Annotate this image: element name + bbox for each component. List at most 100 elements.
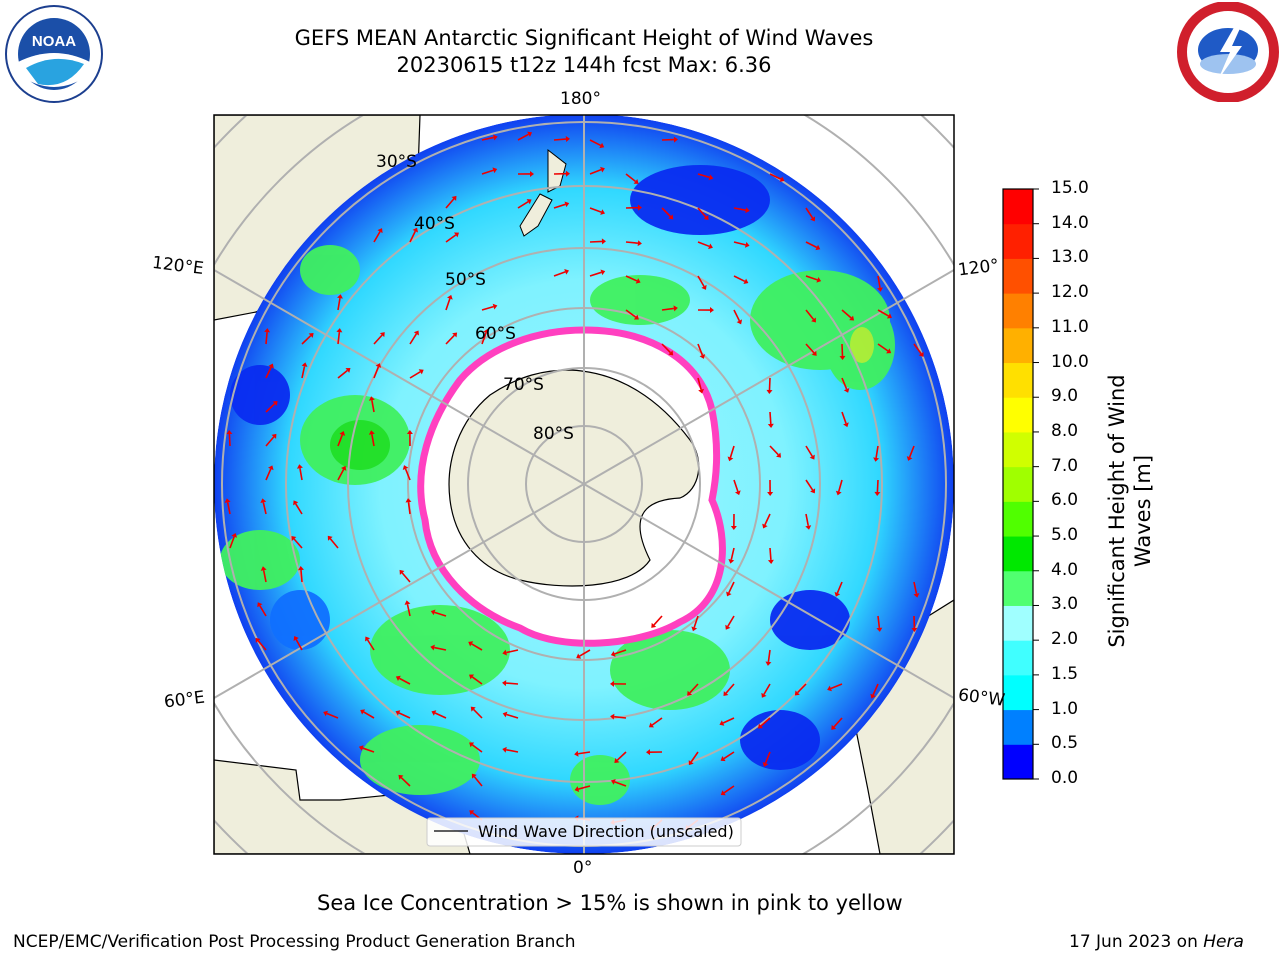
wind-arrow-head — [734, 490, 741, 496]
wind-arrow-head — [339, 431, 346, 436]
wind-arrow-head — [877, 287, 883, 292]
wind-arrow-head — [687, 690, 693, 696]
noaa-logo: NOAA — [5, 5, 103, 103]
wind-arrow-shaft — [445, 234, 457, 243]
colorbar-tick-label: 5.0 — [1051, 525, 1079, 546]
colorbar-segment — [1003, 223, 1033, 259]
wind-arrow-head — [493, 134, 498, 141]
wind-arrow-shaft — [471, 744, 483, 753]
wind-arrow-shaft — [265, 331, 268, 345]
wind-arrow-shaft — [805, 479, 814, 491]
wind-arrow-shaft — [506, 713, 519, 719]
wind-arrow-shaft — [373, 231, 381, 243]
wind-arrow-head — [743, 278, 749, 284]
wind-arrow-shaft — [875, 445, 879, 458]
wind-arrow-head — [637, 204, 642, 211]
wind-arrow-shaft — [689, 683, 699, 694]
wind-arrow-shaft — [733, 309, 741, 322]
wind-arrow-shaft — [407, 501, 411, 515]
wind-arrow-head — [651, 622, 657, 628]
footer-host: Hera — [1203, 932, 1244, 952]
wind-arrow-head — [574, 750, 579, 757]
wind-arrow-head — [402, 465, 409, 470]
wind-arrow-shaft — [265, 403, 276, 413]
wind-arrow-head — [492, 167, 498, 174]
colorbar-tick-label: 13.0 — [1051, 247, 1089, 268]
wind-arrow-head — [565, 170, 570, 177]
wind-arrow-head — [272, 400, 278, 406]
wind-arrow-head — [469, 674, 475, 680]
wind-arrow-shaft — [727, 615, 735, 627]
wind-arrow-shaft — [697, 207, 707, 218]
wind-arrow-shaft — [589, 240, 603, 243]
wind-arrow-head — [610, 680, 615, 687]
wind-arrow-head — [827, 685, 832, 692]
wind-arrow-shaft — [295, 639, 303, 651]
wind-arrow-shaft — [337, 369, 348, 379]
wind-arrow-head — [870, 693, 876, 699]
wind-arrow-head — [673, 305, 678, 312]
wind-arrow-head — [601, 238, 606, 245]
wind-arrow-shaft — [725, 683, 735, 694]
wind-arrow-shaft — [262, 570, 267, 583]
colorbar-tick-label: 3.0 — [1051, 594, 1079, 615]
wind-arrow-head — [886, 348, 892, 354]
wind-arrow-head — [744, 241, 750, 248]
wind-arrow-shaft — [693, 615, 699, 628]
wind-arrow-shaft — [625, 173, 636, 183]
wind-arrow-shaft — [769, 445, 779, 456]
wind-arrow-shaft — [769, 173, 782, 180]
wind-arrow-shaft — [589, 207, 602, 213]
wind-arrow-head — [668, 214, 674, 220]
colorbar-segment — [1003, 744, 1033, 780]
wind-arrow-shaft — [589, 271, 602, 277]
colorbar-segment — [1003, 501, 1033, 537]
wind-arrow-head — [730, 525, 737, 530]
wind-arrow-shaft — [589, 139, 602, 147]
colorbar-tick-label: 1.5 — [1051, 663, 1079, 684]
sea-ice-caption: Sea Ice Concentration > 15% is shown in … — [317, 891, 903, 915]
wind-arrow-shaft — [613, 715, 627, 719]
colorbar — [1002, 188, 1039, 780]
wind-arrow-head — [673, 136, 678, 143]
wind-arrow-shaft — [553, 203, 566, 209]
wind-arrow-head — [336, 328, 343, 333]
wind-arrow-shaft — [730, 547, 735, 560]
wind-arrow-shaft — [262, 502, 267, 515]
wind-arrow-shaft — [697, 343, 704, 356]
wind-arrow-head — [564, 269, 570, 275]
wind-arrow-head — [668, 350, 674, 356]
wind-arrow-head — [291, 535, 297, 541]
wind-arrow-head — [468, 641, 474, 647]
wind-arrow-head — [810, 216, 816, 222]
wind-arrow-head — [703, 215, 709, 221]
wind-arrow-head — [255, 637, 261, 643]
lat-label-60s: 60°S — [475, 324, 516, 344]
wind-arrow-head — [831, 724, 837, 730]
wind-arrow-shaft — [589, 168, 602, 175]
wind-arrow-head — [815, 244, 821, 251]
wind-arrow-shaft — [579, 649, 591, 657]
wind-arrow-head — [811, 317, 816, 323]
wind-arrow-head — [610, 779, 616, 785]
wind-arrow-shaft — [337, 298, 341, 311]
wind-arrow-head — [648, 722, 654, 728]
wind-arrow-head — [762, 762, 769, 767]
wind-arrow-shaft — [913, 343, 922, 355]
wind-arrow-head — [727, 456, 734, 462]
wind-arrow-head — [565, 136, 570, 143]
wind-arrow-head — [375, 363, 382, 368]
wind-arrow-shaft — [877, 309, 889, 317]
wind-arrow-head — [849, 315, 855, 321]
wind-arrow-head — [301, 362, 308, 367]
wind-arrow-shaft — [836, 581, 843, 594]
wind-arrow-shaft — [471, 676, 483, 685]
colorbar-tick-label: 6.0 — [1051, 490, 1079, 511]
wind-arrow-head — [358, 745, 364, 751]
wind-arrow-shaft — [257, 640, 267, 651]
wind-arrow-head — [527, 131, 533, 137]
wind-arrow-shaft — [841, 309, 852, 319]
wind-arrow-shaft — [329, 538, 339, 549]
colorbar-segment — [1003, 536, 1033, 572]
wind-arrow-shaft — [473, 776, 483, 787]
